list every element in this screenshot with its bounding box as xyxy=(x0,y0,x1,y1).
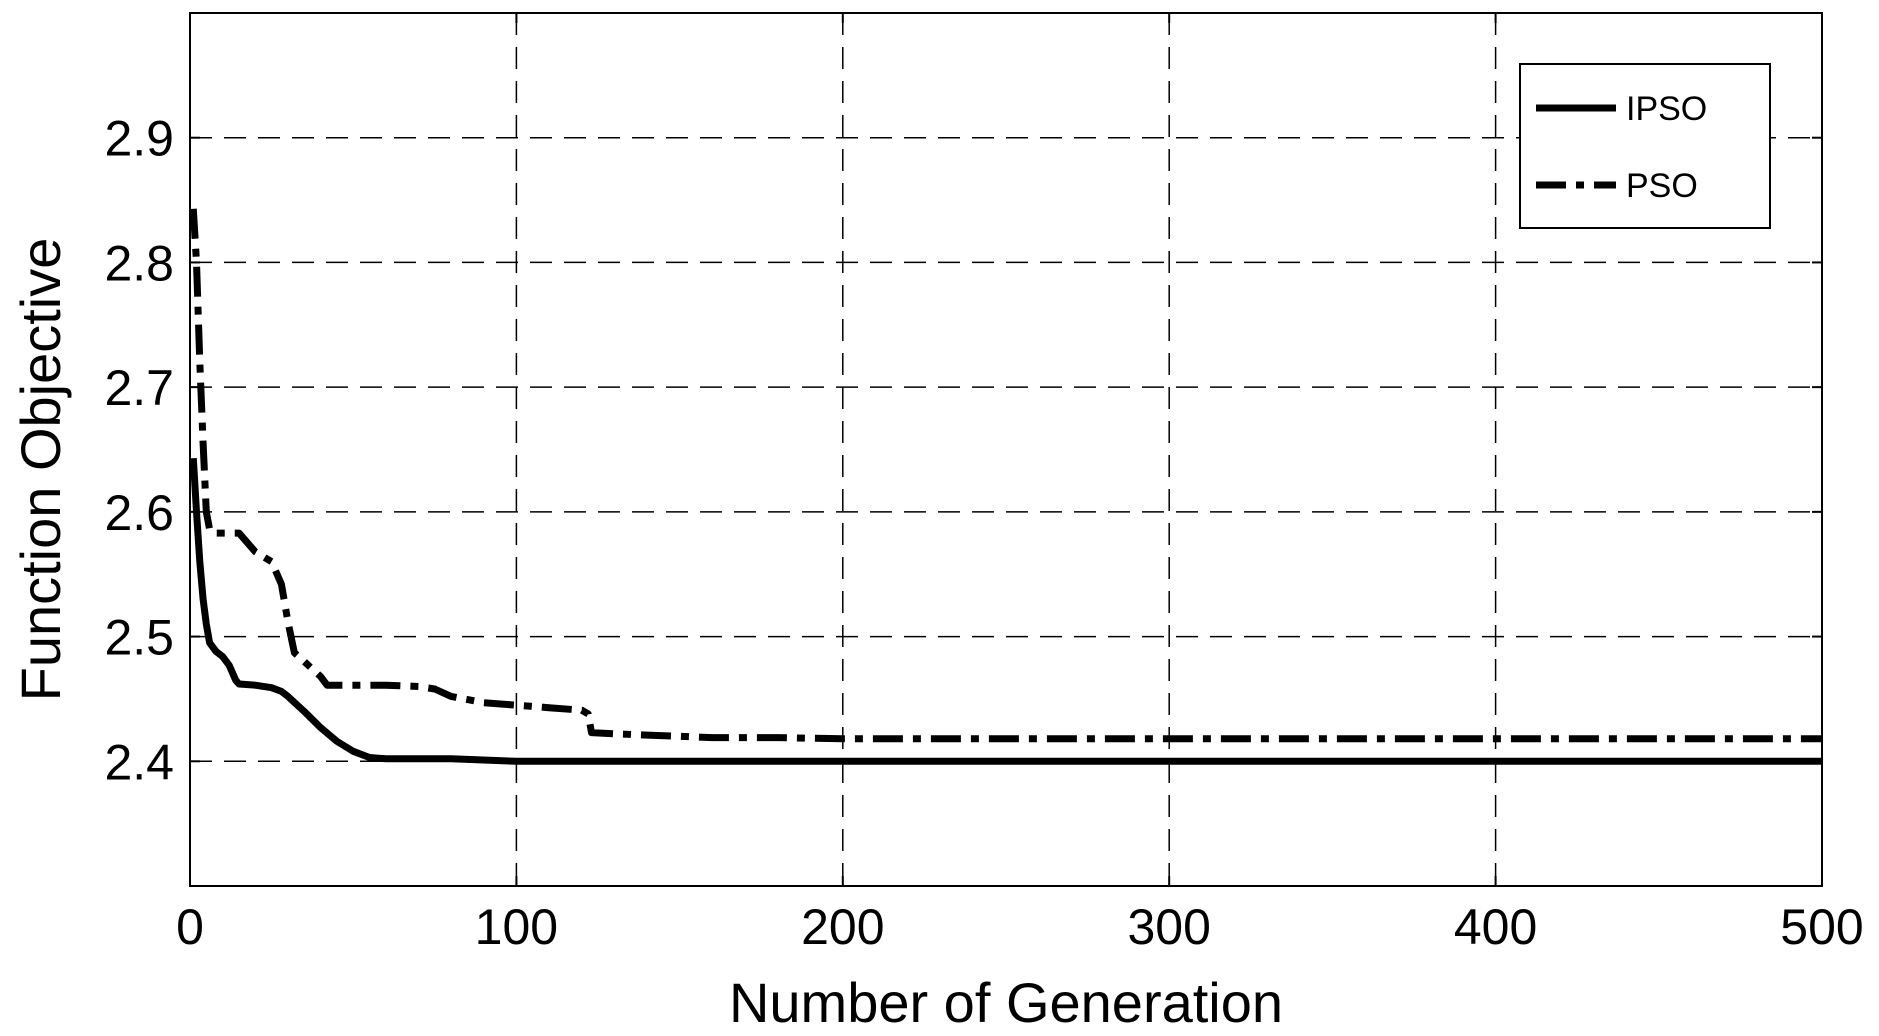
x-tick-label: 300 xyxy=(1127,899,1210,955)
legend: IPSO PSO xyxy=(1519,63,1771,229)
x-tick-label: 100 xyxy=(475,899,558,955)
y-tick-label: 2.5 xyxy=(104,610,174,666)
y-tick-label: 2.9 xyxy=(104,111,174,167)
y-tick-label: 2.4 xyxy=(104,734,174,790)
x-tick-label: 400 xyxy=(1454,899,1537,955)
x-tick-label: 200 xyxy=(801,899,884,955)
ticks xyxy=(189,13,1823,886)
y-tick-label: 2.6 xyxy=(104,485,174,541)
tick-labels: 0 100 200 300 400 500 2.4 2.5 2.6 2.7 2.8 2.9 xyxy=(104,111,1863,955)
series-layer xyxy=(189,208,1822,765)
series-line-ipso xyxy=(189,457,1822,765)
x-tick-label: 0 xyxy=(176,899,204,955)
x-tick-label: 500 xyxy=(1780,899,1863,955)
y-axis-title: Function Objective xyxy=(9,238,72,702)
plot-frame xyxy=(189,12,1823,887)
y-tick-label: 2.8 xyxy=(104,235,174,291)
legend-box xyxy=(1519,63,1771,229)
y-tick-label: 2.7 xyxy=(104,360,174,416)
legend-label-ipso: IPSO xyxy=(1626,90,1707,128)
series-line-pso xyxy=(189,208,1822,743)
x-axis-title: Number of Generation xyxy=(729,971,1283,1034)
legend-label-pso: PSO xyxy=(1626,167,1698,205)
